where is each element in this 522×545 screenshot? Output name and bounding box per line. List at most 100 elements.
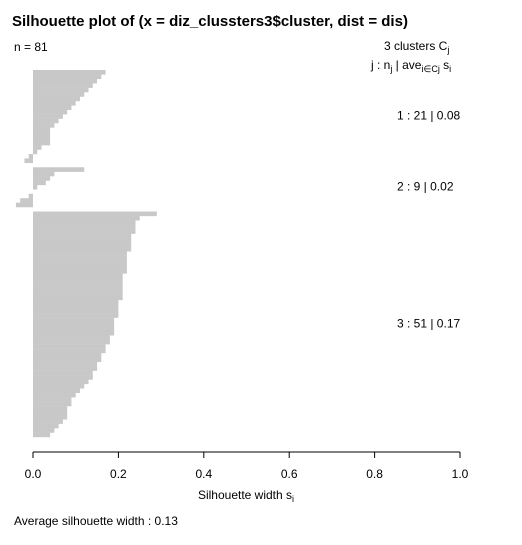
bar: [33, 322, 115, 327]
bar: [33, 140, 51, 146]
x-axis-label: Silhouette width si: [198, 488, 294, 504]
footer: Average silhouette width : 0.13: [14, 514, 178, 528]
subscript: j: [446, 45, 449, 55]
bar: [33, 423, 59, 429]
bar: [33, 215, 140, 221]
bar: [33, 379, 89, 385]
bar: [33, 171, 55, 177]
bar: [33, 92, 85, 97]
bar: [33, 109, 68, 115]
bar: [33, 277, 123, 283]
bar: [33, 149, 38, 155]
subscript: i: [292, 494, 294, 504]
bar: [33, 313, 119, 318]
bar: [33, 224, 136, 230]
bar: [33, 176, 51, 181]
legend-title: 3 clusters Cj: [384, 39, 449, 55]
bar: [33, 74, 102, 80]
bar: [33, 308, 119, 314]
x-tick-label: 0.2: [110, 467, 127, 481]
bar: [33, 326, 115, 332]
bar: [33, 392, 76, 398]
bar: [33, 83, 93, 88]
cluster-label: 3 : 51 | 0.17: [397, 316, 460, 330]
bar: [33, 330, 115, 336]
bar: [33, 361, 98, 367]
bar: [33, 136, 51, 141]
bar: [33, 96, 80, 102]
subscript: j: [389, 64, 392, 74]
bar: [33, 352, 102, 358]
bar: [33, 397, 72, 402]
bar: [33, 357, 102, 363]
bar: [33, 410, 68, 416]
bar: [33, 87, 89, 93]
bar: [33, 286, 123, 292]
bar: [33, 233, 132, 239]
bar: [33, 229, 136, 234]
text-part: j : n: [370, 58, 390, 72]
bar: [33, 366, 98, 371]
text-part: s: [440, 58, 449, 72]
bar: [33, 127, 51, 133]
bar: [33, 260, 127, 265]
x-tick-label: 0.8: [366, 467, 383, 481]
bar: [33, 238, 132, 243]
bar: [33, 131, 51, 137]
bar: [33, 414, 68, 420]
subscript: i: [449, 64, 451, 74]
bar: [33, 344, 106, 349]
x-tick-label: 0.4: [195, 467, 212, 481]
bar: [33, 419, 63, 424]
bar: [33, 100, 76, 106]
bar: [33, 335, 110, 340]
text-part: | ave: [392, 58, 421, 72]
bar: [33, 348, 106, 354]
bar: [33, 401, 72, 407]
bar: [33, 78, 98, 84]
bar: [33, 264, 127, 270]
bar: [33, 180, 46, 186]
bar: [20, 198, 33, 203]
bar: [33, 291, 123, 296]
bar: [33, 339, 110, 345]
x-tick-label: 0.6: [281, 467, 298, 481]
bar: [33, 167, 85, 172]
bar: [33, 317, 115, 323]
text-part: 3 clusters C: [384, 39, 448, 53]
bar: [33, 406, 68, 411]
bar: [33, 114, 63, 119]
bar: [33, 145, 42, 150]
bar: [33, 282, 123, 287]
bar: [33, 242, 132, 248]
bar: [24, 158, 33, 164]
cluster-label: 1 : 21 | 0.08: [397, 109, 460, 123]
bar: [33, 118, 59, 124]
bar: [33, 432, 51, 438]
bar: [33, 255, 127, 261]
bar: [33, 211, 157, 217]
bar: [33, 251, 127, 256]
bar: [28, 193, 33, 199]
subscript: i∈Cj: [421, 64, 439, 74]
legend-header: j : nj | avei∈Cj si: [370, 58, 451, 74]
x-tick-label: 1.0: [452, 467, 469, 481]
bar: [15, 202, 33, 208]
bar: [33, 428, 55, 433]
bar: [33, 220, 136, 225]
chart-title: Silhouette plot of (x = diz_clussters3$c…: [12, 13, 408, 30]
bar: [28, 154, 33, 159]
bar: [33, 375, 93, 380]
bar: [33, 105, 72, 110]
bar: [33, 273, 123, 279]
bar: [33, 184, 38, 190]
bar: [33, 246, 132, 252]
bar: [33, 123, 55, 128]
bar: [33, 383, 85, 389]
bar: [33, 299, 119, 305]
cluster-label: 2 : 9 | 0.02: [397, 179, 454, 193]
bar: [33, 268, 127, 274]
n-label: n = 81: [14, 40, 48, 54]
